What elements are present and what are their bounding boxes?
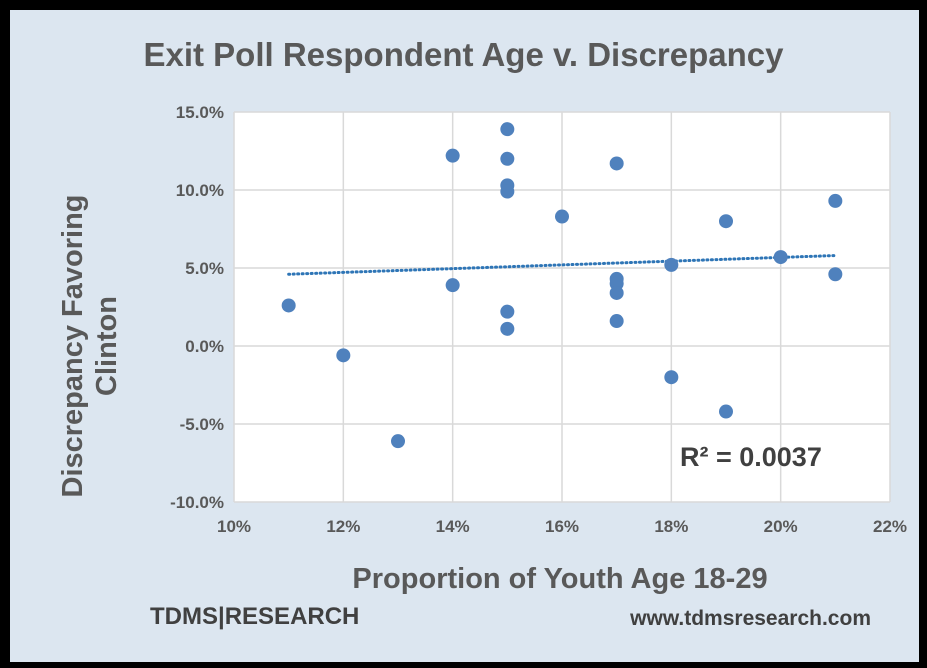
x-tick-label: 18% — [654, 517, 688, 536]
data-point — [609, 285, 624, 300]
y-tick-label: 5.0% — [185, 259, 224, 278]
brand-label: TDMS|RESEARCH — [150, 603, 360, 630]
data-point — [555, 209, 569, 224]
data-point — [500, 321, 515, 336]
website-label: www.tdmsresearch.com — [630, 607, 871, 630]
data-point — [445, 278, 460, 293]
data-point — [500, 304, 515, 319]
y-tick-label: -5.0% — [180, 415, 224, 434]
data-point — [609, 156, 624, 171]
data-point — [664, 257, 679, 272]
x-tick-label: 20% — [764, 517, 798, 536]
y-tick-label: -10.0% — [170, 493, 224, 512]
data-point — [336, 348, 351, 363]
data-point — [828, 267, 843, 282]
data-point — [445, 148, 460, 163]
data-point — [664, 370, 679, 385]
data-point — [609, 314, 624, 329]
data-point — [828, 193, 843, 208]
data-point — [500, 151, 515, 166]
y-tick-label: 10.0% — [176, 181, 224, 200]
r-squared-annotation: R² = 0.0037 — [680, 442, 822, 472]
x-tick-label: 16% — [545, 517, 579, 536]
y-tick-label: 15.0% — [176, 103, 224, 122]
data-point — [500, 184, 515, 199]
x-tick-label: 14% — [436, 517, 470, 536]
trendline — [287, 254, 837, 276]
data-point — [391, 434, 405, 449]
x-axis-label: Proportion of Youth Age 18-29 — [352, 563, 768, 595]
x-tick-label: 10% — [217, 517, 251, 536]
x-tick-label: 12% — [326, 517, 360, 536]
chart-title: Exit Poll Respondent Age v. Discrepancy — [143, 36, 784, 73]
data-point — [281, 298, 296, 313]
data-point — [719, 214, 733, 229]
y-tick-label: 0.0% — [185, 337, 224, 356]
data-point — [773, 250, 788, 265]
x-tick-label: 22% — [873, 517, 907, 536]
data-point — [500, 122, 515, 137]
data-point — [719, 404, 733, 419]
